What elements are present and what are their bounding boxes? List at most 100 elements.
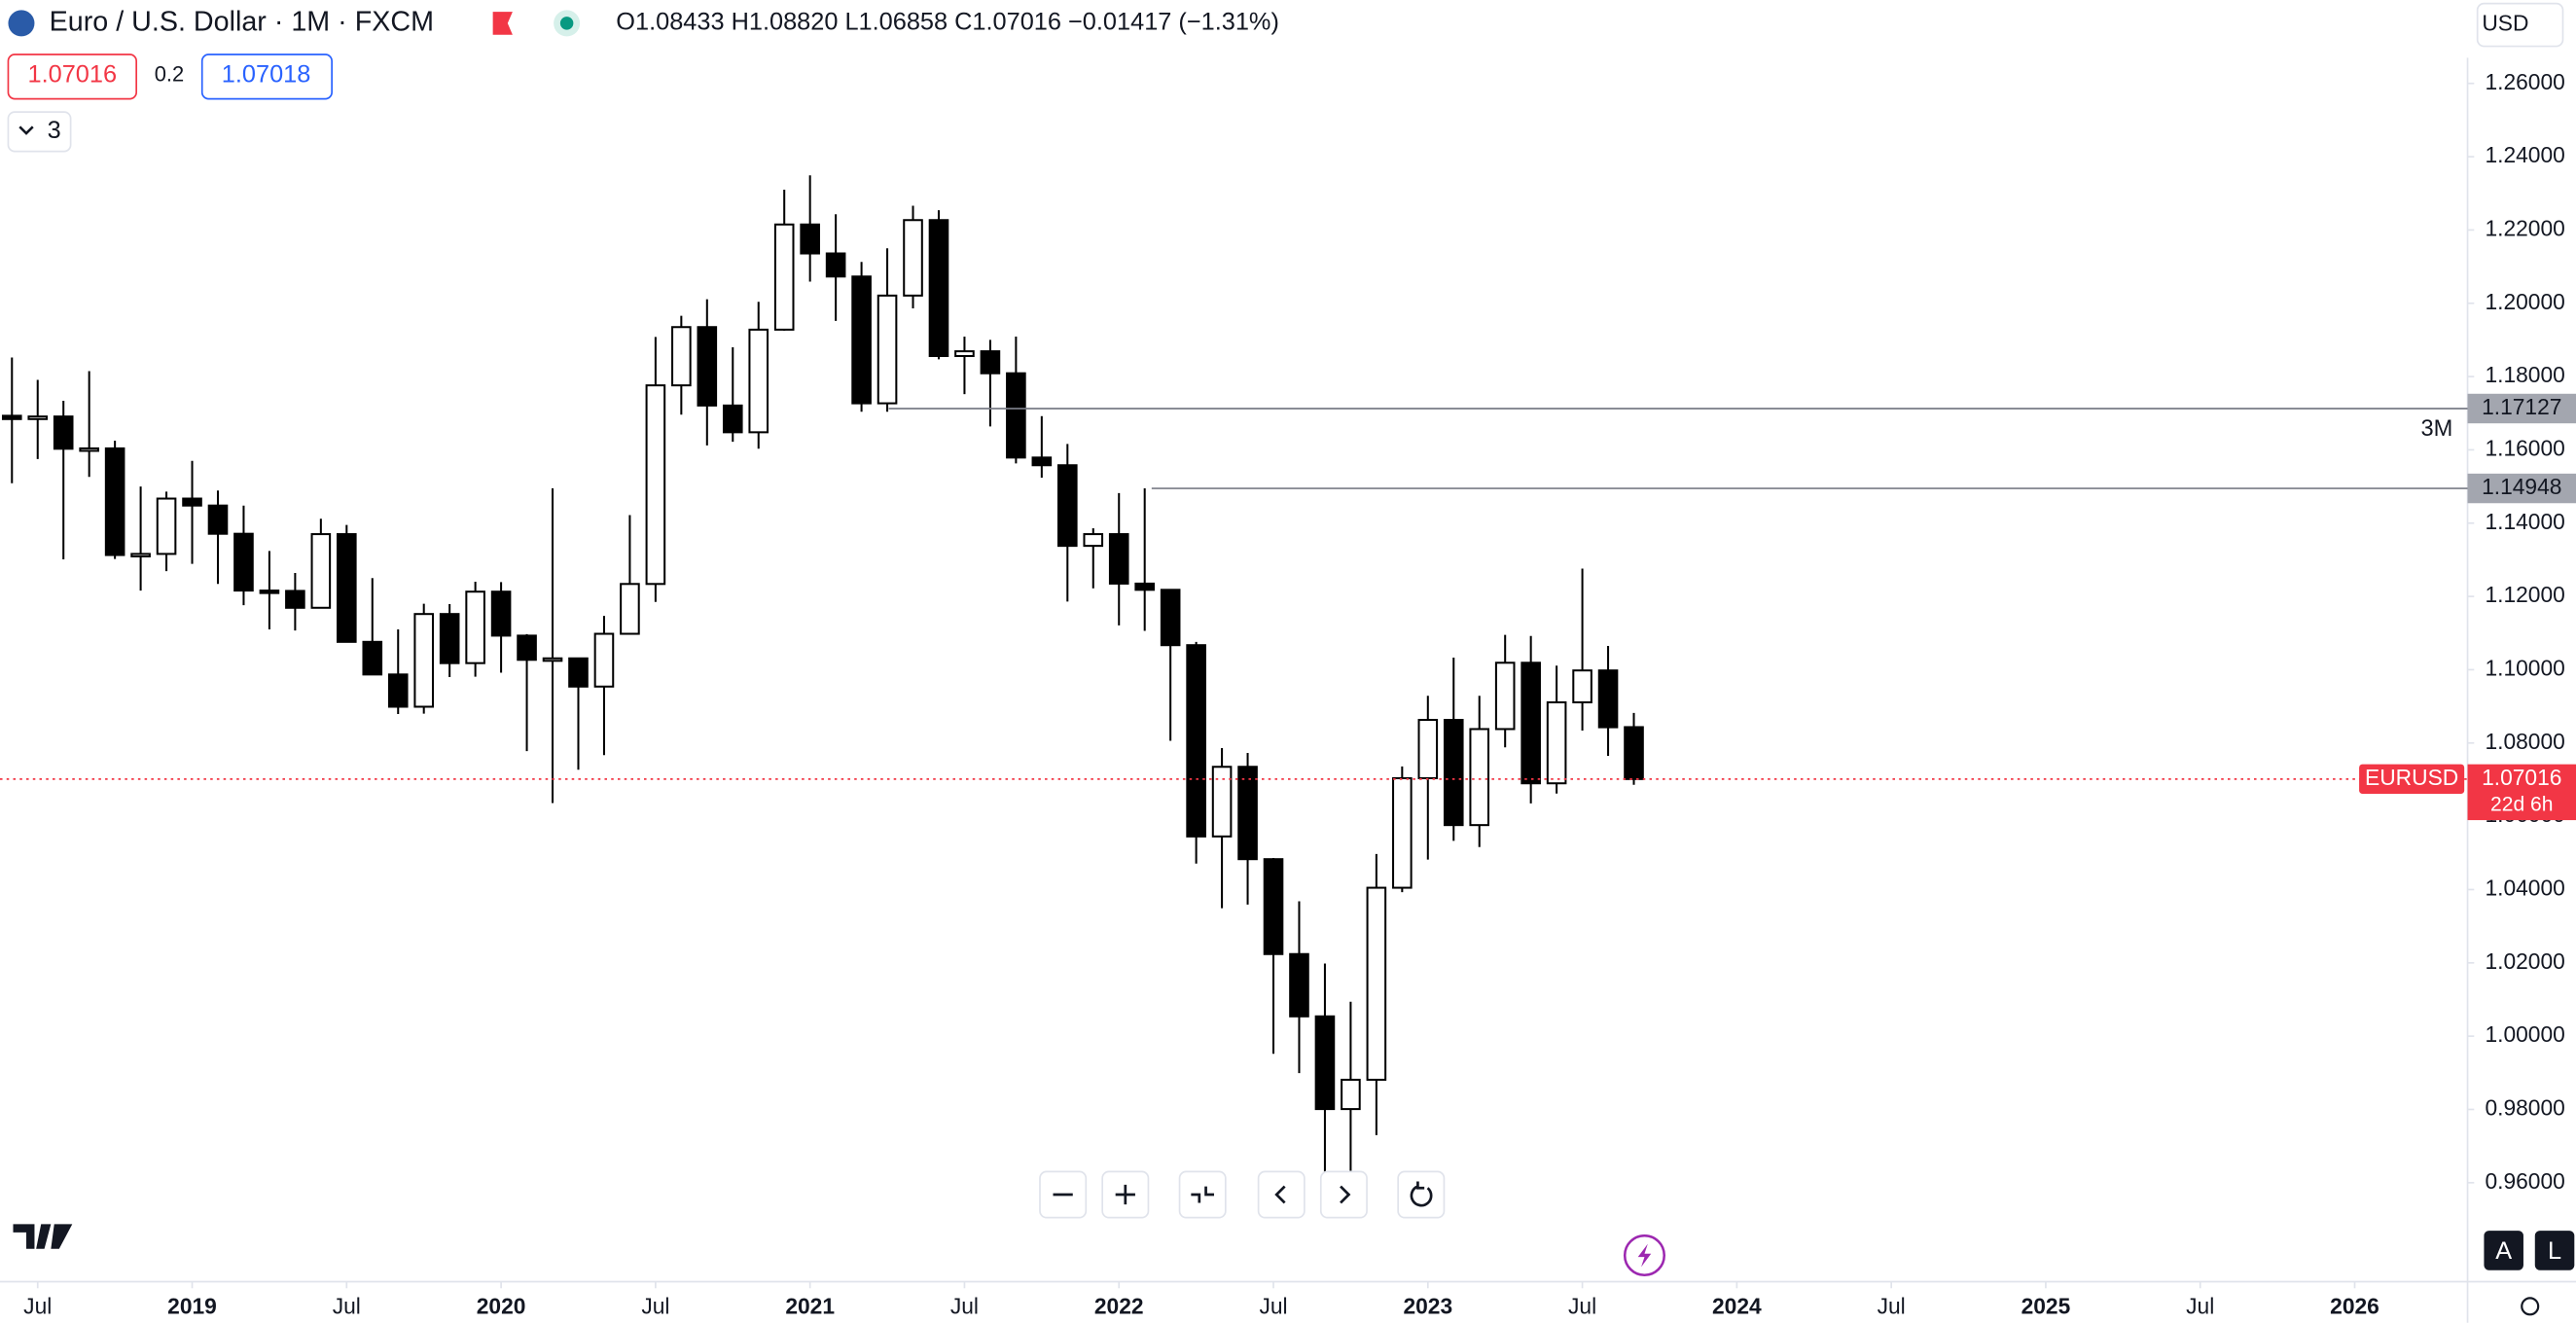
x-tick-label: 2024 bbox=[1712, 1294, 1762, 1319]
scroll-left-button[interactable] bbox=[1257, 1170, 1306, 1219]
candle-body bbox=[1211, 766, 1233, 838]
y-tick-label: 1.20000 bbox=[2485, 289, 2564, 314]
x-tick-label: Jul bbox=[1259, 1294, 1287, 1319]
candle-body bbox=[1031, 456, 1053, 467]
x-tick-label: Jul bbox=[950, 1294, 979, 1319]
flag-icon bbox=[8, 10, 35, 37]
candle-body bbox=[877, 294, 898, 405]
settings-icon[interactable] bbox=[2521, 1297, 2540, 1316]
x-tick-label: Jul bbox=[333, 1294, 361, 1319]
symbol-title[interactable]: Euro / U.S. Dollar · 1M · FXCM bbox=[50, 6, 434, 37]
flag-marker[interactable] bbox=[492, 12, 513, 35]
candle-body bbox=[465, 590, 485, 664]
candle-body bbox=[1108, 533, 1129, 585]
candle-body bbox=[980, 350, 1001, 375]
reset-scale-button[interactable] bbox=[1178, 1170, 1227, 1219]
price-label: 1.07016 bbox=[2482, 765, 2561, 790]
candle-body bbox=[104, 447, 125, 556]
x-tick-label: 2020 bbox=[477, 1294, 526, 1319]
log-button[interactable] bbox=[2534, 1231, 2575, 1270]
level-label: 3M bbox=[2421, 416, 2453, 442]
x-tick-label: Jul bbox=[641, 1294, 669, 1319]
candle-body bbox=[27, 415, 49, 420]
candle-body bbox=[362, 640, 383, 676]
navigation-buttons bbox=[1039, 1170, 1446, 1219]
candle-body bbox=[1546, 700, 1567, 785]
candle-body bbox=[130, 553, 151, 557]
countdown: 22d 6h bbox=[2490, 793, 2554, 815]
candle-body bbox=[1494, 662, 1516, 731]
candle-body bbox=[1341, 1078, 1361, 1111]
currency-button[interactable] bbox=[2476, 2, 2564, 48]
candle-body bbox=[1289, 952, 1309, 1018]
lightning-icon bbox=[1637, 1243, 1652, 1268]
candle-body bbox=[1186, 644, 1206, 838]
y-tick-label: 1.16000 bbox=[2485, 435, 2564, 460]
level-tag bbox=[2467, 473, 2576, 504]
auto-label: A bbox=[2495, 1237, 2512, 1265]
candle-body bbox=[1392, 776, 1413, 889]
candle-body bbox=[1263, 858, 1284, 955]
y-tick-label: 0.98000 bbox=[2485, 1094, 2564, 1120]
y-tick-label: 1.14000 bbox=[2485, 509, 2564, 534]
candle-body bbox=[954, 350, 975, 358]
indicators-toggle[interactable] bbox=[7, 111, 72, 153]
x-tick-label: 2022 bbox=[1094, 1294, 1144, 1319]
candle-body bbox=[259, 590, 280, 594]
auto-button[interactable] bbox=[2484, 1231, 2523, 1270]
candle-body bbox=[1006, 372, 1026, 459]
right-icon bbox=[1340, 1185, 1351, 1204]
candle-body bbox=[517, 634, 537, 662]
price-tag bbox=[2467, 764, 2576, 821]
candle-body bbox=[722, 404, 743, 434]
candle-body bbox=[671, 326, 692, 387]
scroll-right-button[interactable] bbox=[1319, 1170, 1368, 1219]
logo bbox=[13, 1224, 73, 1249]
candle-body bbox=[413, 613, 435, 708]
candle-body bbox=[697, 326, 718, 407]
symbol-label: EURUSD bbox=[2365, 765, 2458, 790]
bid-price: 1.07016 bbox=[28, 61, 118, 89]
candle-body bbox=[928, 219, 949, 358]
chevron-icon bbox=[18, 125, 34, 135]
ask-button[interactable] bbox=[200, 54, 333, 100]
candle-body bbox=[233, 532, 254, 592]
ask-price: 1.07018 bbox=[222, 61, 311, 89]
x-tick-label: Jul bbox=[1568, 1294, 1596, 1319]
candle-body bbox=[620, 583, 640, 635]
candle-body bbox=[1160, 589, 1181, 647]
candle-body bbox=[1237, 766, 1258, 861]
candle-body bbox=[1083, 533, 1104, 548]
indicators-count: 3 bbox=[48, 117, 61, 144]
bid-button[interactable] bbox=[7, 54, 138, 100]
candle-body bbox=[1314, 1015, 1336, 1111]
candle-body bbox=[1443, 719, 1464, 827]
y-tick-label: 1.26000 bbox=[2485, 69, 2564, 94]
candle-body bbox=[903, 219, 923, 297]
x-tick-label: Jul bbox=[1878, 1294, 1906, 1319]
refresh-button[interactable] bbox=[1397, 1170, 1446, 1219]
candle-body bbox=[593, 632, 615, 688]
candle-body bbox=[542, 657, 563, 662]
candle-body bbox=[207, 504, 229, 535]
x-tick-label: Jul bbox=[23, 1294, 52, 1319]
log-label: L bbox=[2548, 1237, 2561, 1265]
y-tick-label: 1.24000 bbox=[2485, 142, 2564, 167]
y-tick-label: 1.08000 bbox=[2485, 729, 2564, 754]
candle-body bbox=[156, 497, 177, 555]
candle-body bbox=[1366, 886, 1387, 1081]
candle-body bbox=[1572, 669, 1592, 703]
y-tick-label: 1.22000 bbox=[2485, 215, 2564, 240]
candle-body bbox=[851, 275, 872, 405]
candle-body bbox=[490, 590, 512, 637]
candle-body bbox=[1057, 464, 1078, 548]
y-tick-label: 1.02000 bbox=[2485, 948, 2564, 974]
y-tick-label: 1.00000 bbox=[2485, 1021, 2564, 1047]
plot-area bbox=[1, 175, 1644, 1206]
candle-body bbox=[1417, 719, 1439, 779]
y-tick-label: 1.12000 bbox=[2485, 582, 2564, 607]
candle-body bbox=[310, 533, 332, 609]
left-icon bbox=[1274, 1185, 1286, 1204]
candle-body bbox=[53, 415, 74, 450]
